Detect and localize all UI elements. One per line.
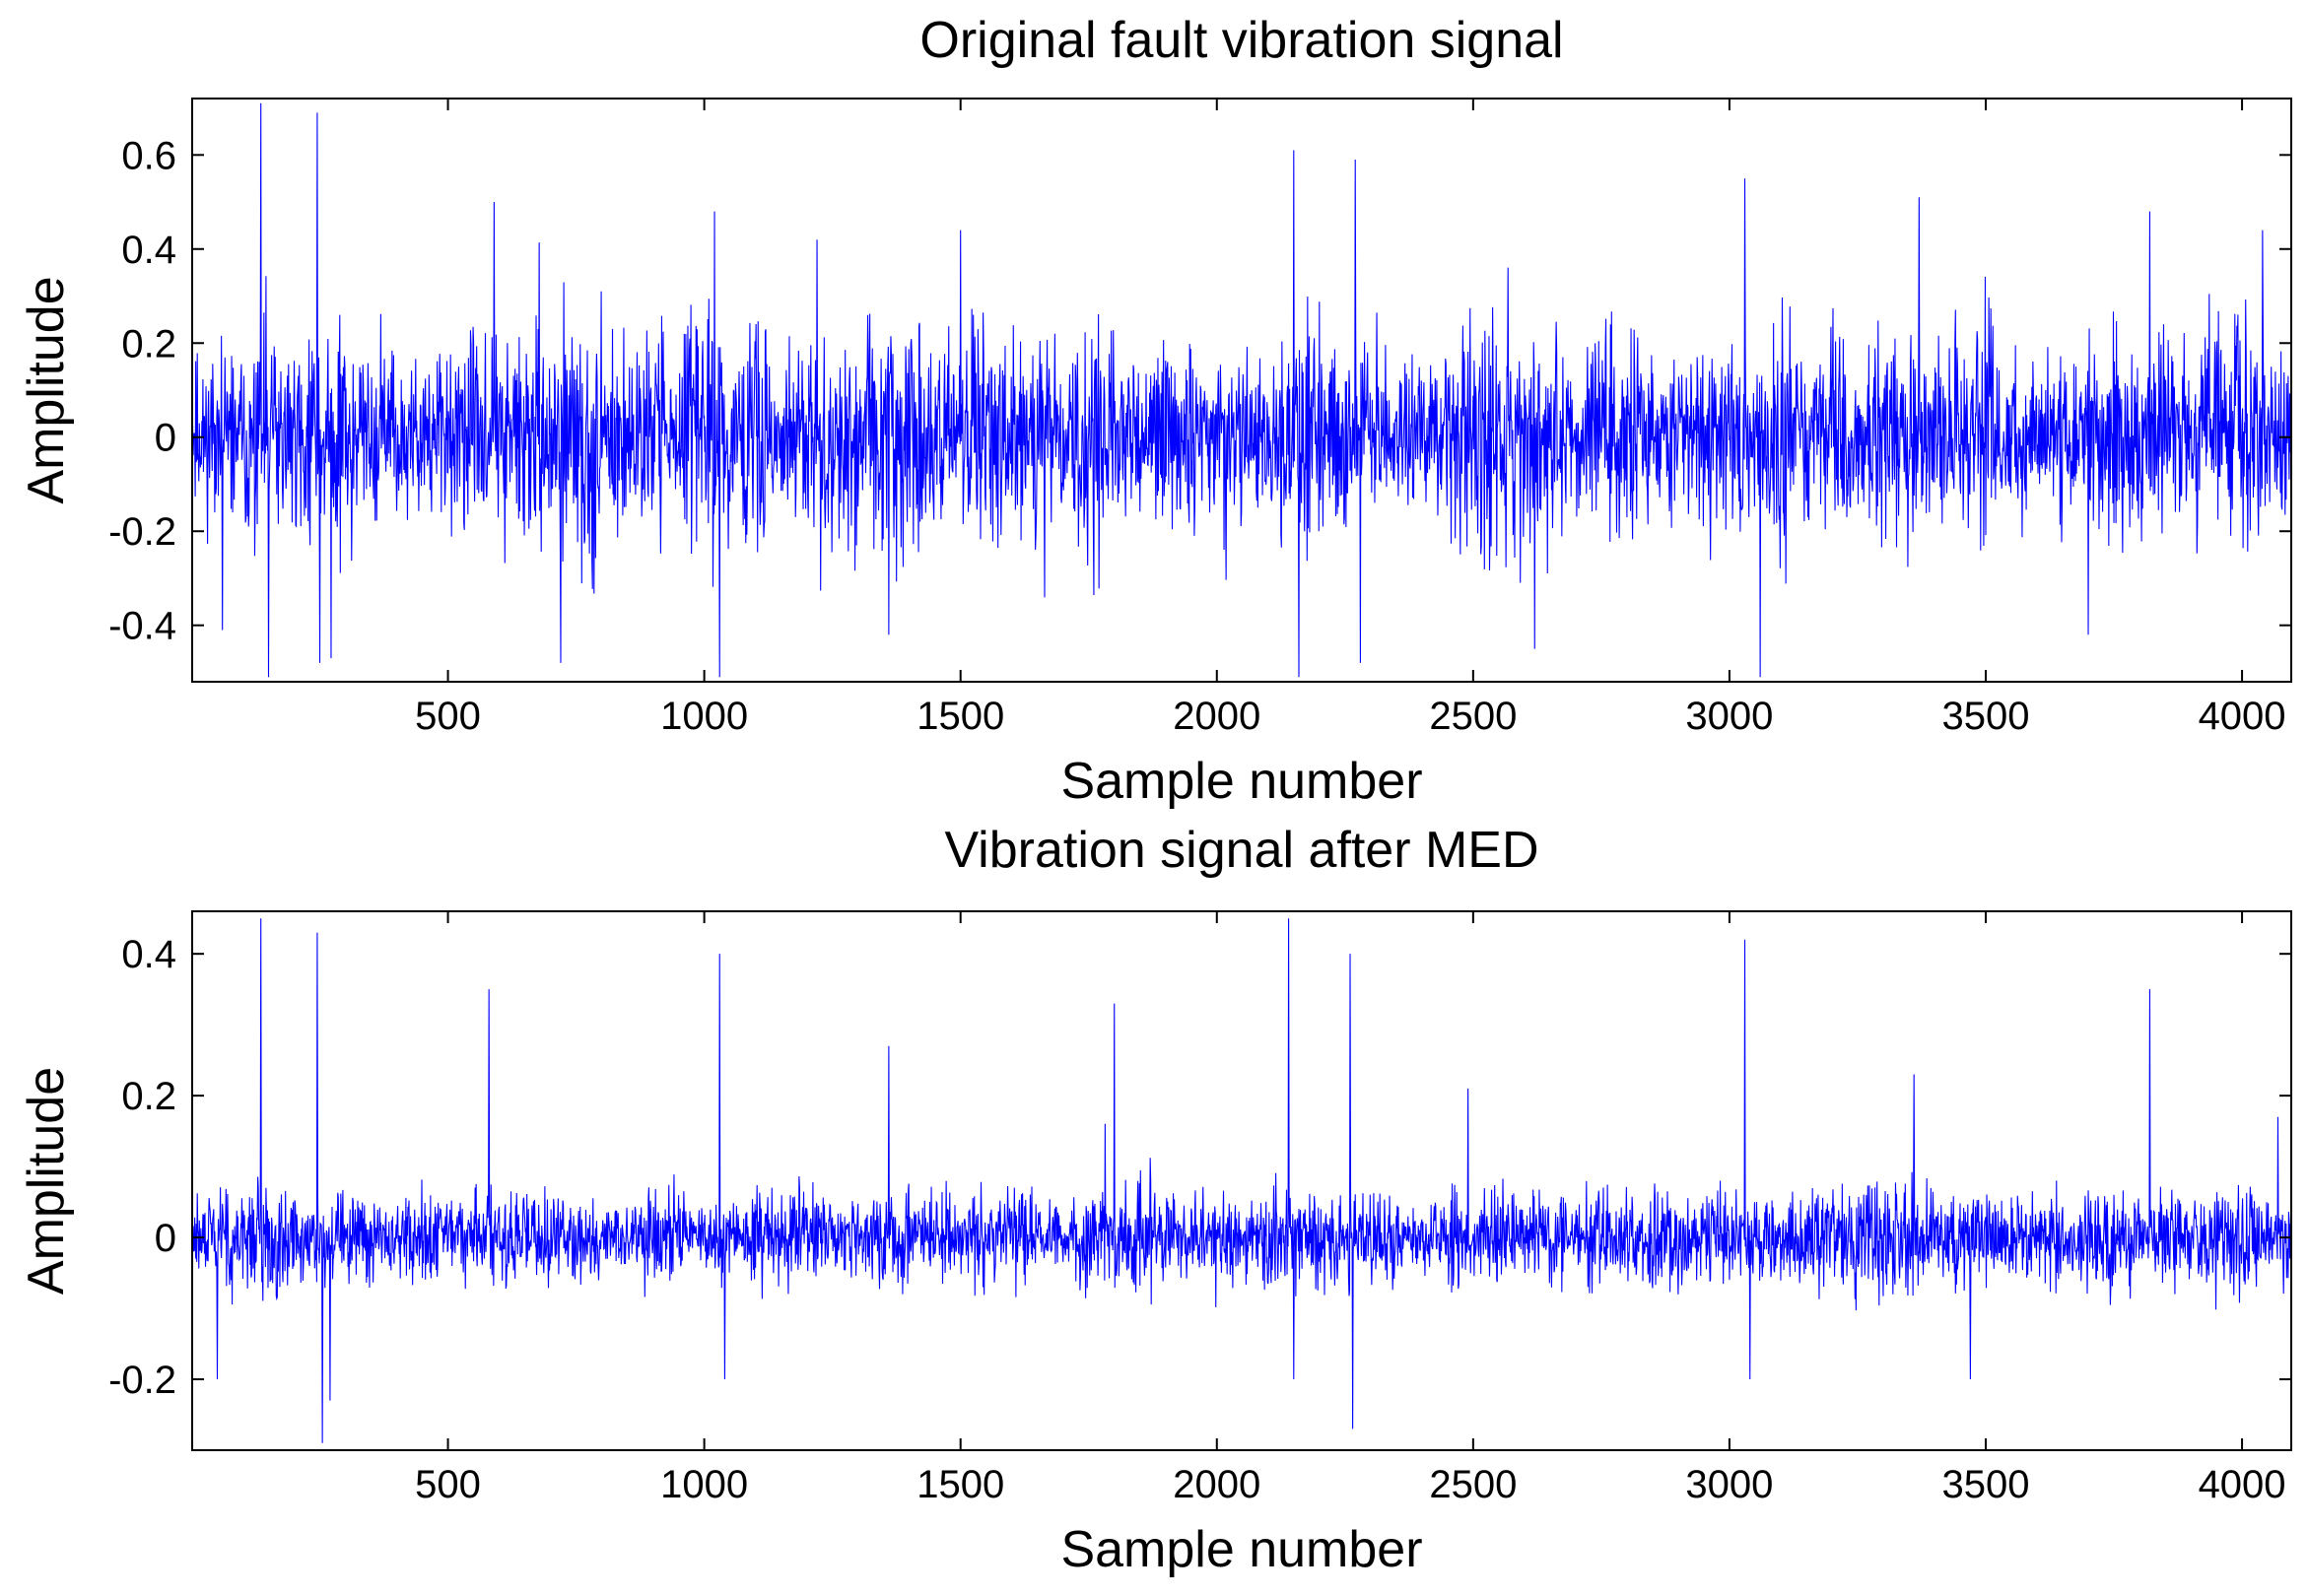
x-tick-label: 3500 — [1942, 695, 2030, 738]
axes-box — [191, 910, 2292, 1451]
signal-series-line — [192, 102, 2291, 678]
axes-box — [191, 98, 2292, 683]
x-tick-label: 4000 — [2199, 695, 2286, 738]
y-axis-label: Amplitude — [18, 1067, 75, 1295]
y-tick-label: 0.4 — [121, 229, 176, 272]
x-tick-label: 2000 — [1173, 695, 1260, 738]
chart-1: 500 1000 1500 2000 2500 3000 3500 4000 -0.4 -0.2 0… — [18, 12, 2292, 810]
plot-area — [192, 911, 2291, 1450]
signal-series-line — [192, 918, 2291, 1443]
y-tick-label: 0.2 — [121, 1075, 176, 1118]
x-axis-label: Sample number — [1060, 753, 1422, 810]
x-tick-label: 2500 — [1429, 695, 1517, 738]
x-tick-label: 2500 — [1429, 1463, 1517, 1506]
y-tick-label: -0.2 — [108, 1359, 176, 1402]
y-tick-label: -0.2 — [108, 510, 176, 554]
x-tick-label: 4000 — [2199, 1463, 2286, 1506]
y-axis-label: Amplitude — [18, 276, 75, 503]
x-tick-label: 3500 — [1942, 1463, 2030, 1506]
x-tick-label: 1500 — [916, 1463, 1004, 1506]
plot-area — [192, 99, 2291, 682]
y-tick-label: 0.4 — [121, 933, 176, 976]
chart-title: Original fault vibration signal — [919, 12, 1563, 69]
x-tick-label: 2000 — [1173, 1463, 1260, 1506]
chart-title: Vibration signal after MED — [944, 822, 1538, 879]
chart-2: 500 1000 1500 2000 2500 3000 3500 4000 -0.2 0 0.2 0… — [18, 822, 2292, 1578]
x-tick-label: 3000 — [1685, 695, 1773, 738]
x-tick-label: 500 — [415, 695, 481, 738]
x-tick-label: 500 — [415, 1463, 481, 1506]
y-tick-label: 0 — [155, 1217, 176, 1260]
y-tick-label: -0.4 — [108, 605, 176, 648]
x-tick-label: 3000 — [1685, 1463, 1773, 1506]
x-tick-label: 1000 — [660, 695, 748, 738]
x-tick-label: 1500 — [916, 695, 1004, 738]
y-tick-label: 0 — [155, 417, 176, 460]
x-axis-label: Sample number — [1060, 1521, 1422, 1578]
x-tick-label: 1000 — [660, 1463, 748, 1506]
y-tick-label: 0.2 — [121, 322, 176, 366]
y-tick-label: 0.6 — [121, 134, 176, 177]
